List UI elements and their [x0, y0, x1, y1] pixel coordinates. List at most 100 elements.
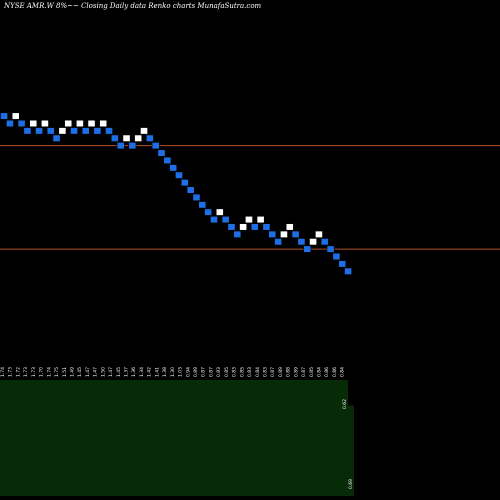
volume-label-2: 0.69	[348, 479, 354, 489]
x-tick-label: 1.34	[139, 367, 145, 377]
x-tick-label: 0.88	[286, 367, 292, 377]
down-brick-23	[128, 142, 137, 150]
x-tick-label: 0.85	[309, 367, 315, 377]
x-tick-label: 0.85	[239, 367, 245, 377]
x-tick-labels: 1.74 1.73 1.72 1.73 1.73 1.70 1.74 1.75 1.51 1.49…	[0, 367, 346, 377]
down-brick-26	[145, 134, 154, 142]
x-tick-label: 0.86	[332, 367, 338, 377]
x-tick-label: 1.74	[0, 367, 6, 377]
up-brick-22	[122, 134, 131, 142]
x-tick-label: 1.42	[147, 367, 153, 377]
down-brick-28	[157, 149, 166, 157]
up-brick-50	[285, 223, 294, 231]
down-brick-53	[303, 245, 312, 253]
down-brick-31	[175, 171, 183, 179]
up-brick-3	[11, 112, 20, 120]
x-tick-label: 0.89	[278, 367, 284, 377]
x-tick-label: 0.83	[216, 367, 222, 377]
up-brick-8	[41, 119, 49, 128]
up-brick-18	[99, 119, 108, 128]
down-brick-52	[297, 238, 306, 246]
x-tick-label: 1.47	[108, 367, 114, 377]
x-tick-label: 1.50	[100, 367, 106, 377]
x-tick-label: 1.38	[162, 367, 168, 377]
x-tick-label: 0.84	[340, 367, 346, 377]
x-tick-label: 0.87	[270, 367, 276, 377]
down-brick-58	[332, 252, 341, 261]
x-tick-label: 0.83	[247, 367, 253, 377]
down-brick-19	[105, 127, 113, 135]
down-brick-59	[338, 260, 347, 268]
down-brick-46	[262, 223, 271, 231]
up-brick-6	[29, 119, 38, 128]
up-brick-24	[134, 134, 143, 142]
x-tick-label: 0.84	[317, 367, 323, 377]
down-brick-9	[46, 127, 55, 135]
x-tick-label: 1.73	[31, 367, 37, 377]
x-tick-label: 0.86	[324, 367, 330, 377]
up-brick-11	[58, 127, 67, 135]
down-brick-57	[326, 245, 335, 253]
down-brick-40	[227, 223, 236, 231]
x-tick-label: 1.30	[170, 367, 176, 377]
down-brick-51	[291, 230, 300, 238]
x-tick-label: 0.84	[255, 367, 261, 377]
down-brick-34	[192, 193, 201, 201]
up-brick-38	[215, 208, 224, 216]
volume-panel: 0.62 0.69	[0, 380, 354, 496]
down-brick-5	[23, 127, 32, 135]
down-brick-27	[151, 142, 160, 150]
down-brick-1	[0, 112, 8, 120]
x-tick-label: 0.85	[224, 367, 230, 377]
x-tick-label: 0.89	[293, 367, 299, 377]
x-tick-label: 0.87	[301, 367, 307, 377]
down-brick-41	[233, 230, 242, 238]
x-tick-label: 0.87	[201, 367, 207, 377]
down-brick-30	[169, 164, 178, 172]
down-brick-60	[344, 267, 352, 275]
x-tick-label: 0.83	[262, 367, 268, 377]
x-tick-label: 1.70	[39, 367, 45, 377]
x-tick-label: 1.41	[154, 367, 160, 377]
vol-bar-1	[0, 380, 348, 496]
vol-bar-2	[348, 405, 354, 496]
up-brick-12	[64, 119, 73, 128]
up-brick-43	[245, 215, 253, 224]
x-tick-label: 1.03	[178, 367, 184, 377]
x-tick-label: 1.73	[23, 367, 29, 377]
chart-title: NYSE AMR.W 8%~~ Closing Daily data Renko…	[3, 2, 262, 10]
x-tick-label: 1.45	[77, 367, 83, 377]
down-brick-35	[198, 201, 207, 209]
down-brick-36	[204, 208, 213, 216]
down-brick-44	[250, 223, 259, 231]
down-brick-2	[6, 119, 14, 128]
up-brick-25	[140, 127, 148, 135]
x-tick-label: 1.73	[8, 367, 14, 377]
x-tick-label: 1.47	[93, 367, 99, 377]
down-brick-15	[81, 127, 90, 135]
up-brick-45	[256, 215, 265, 224]
down-brick-4	[17, 119, 26, 128]
up-brick-16	[87, 119, 96, 128]
down-brick-13	[70, 127, 78, 135]
renko-bricks	[0, 112, 352, 275]
x-tick-label: 0.94	[185, 367, 191, 377]
down-brick-7	[35, 127, 43, 135]
down-brick-39	[221, 215, 230, 224]
down-brick-21	[116, 142, 125, 150]
x-tick-label: 1.36	[131, 367, 137, 377]
x-tick-label: 1.74	[46, 367, 52, 377]
down-brick-10	[52, 134, 61, 142]
up-brick-55	[315, 230, 323, 238]
down-brick-17	[93, 127, 102, 135]
down-brick-32	[180, 179, 189, 187]
down-brick-20	[110, 134, 119, 142]
x-tick-label: 0.89	[193, 367, 199, 377]
x-tick-label: 1.49	[69, 367, 75, 377]
reference-lines	[0, 145, 500, 250]
x-tick-label: 0.83	[232, 367, 238, 377]
x-tick-label: 1.51	[62, 367, 68, 377]
x-tick-label: 0.87	[208, 367, 214, 377]
up-brick-14	[75, 119, 84, 128]
